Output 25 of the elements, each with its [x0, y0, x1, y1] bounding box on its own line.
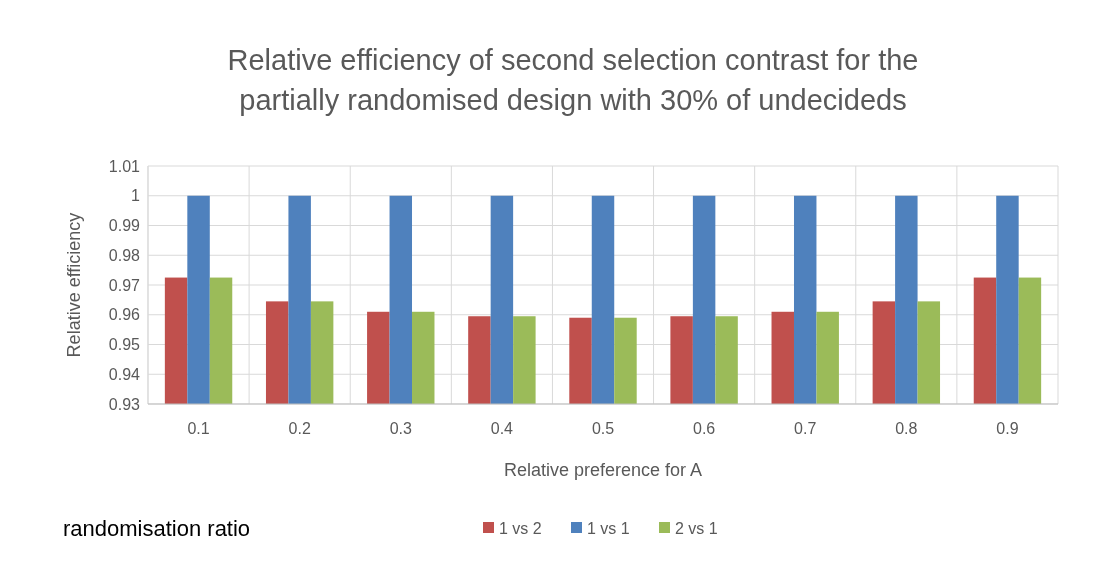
y-tick-label: 0.99	[108, 217, 141, 235]
legend-label: 1 vs 2	[499, 519, 542, 537]
x-tick-label: 0.8	[895, 420, 918, 437]
x-tick-label: 0.9	[996, 420, 1019, 437]
legend-label: 1 vs 1	[587, 519, 630, 537]
y-tick-label: 0.96	[108, 306, 141, 324]
y-tick-label: 0.95	[108, 336, 141, 354]
x-tick-label: 0.4	[490, 420, 514, 437]
x-tick-label: 0.7	[794, 420, 817, 437]
y-tick-label: 0.97	[108, 276, 141, 294]
y-tick-label: 0.94	[108, 365, 141, 383]
legend-title: randomisation ratio	[63, 516, 251, 541]
y-axis-title: Relative efficiency	[64, 212, 84, 358]
x-axis-title: Relative preference for A	[503, 460, 703, 480]
y-tick-label: 1.01	[108, 157, 141, 175]
x-tick-label: 0.2	[288, 420, 311, 437]
y-tick-label: 0.98	[108, 246, 141, 264]
x-tick-label: 0.6	[692, 420, 716, 437]
y-tick-label: 1	[131, 187, 141, 205]
x-tick-label: 0.1	[187, 420, 210, 437]
y-tick-label: 0.93	[108, 395, 141, 413]
x-tick-label: 0.3	[389, 420, 412, 437]
chart-title: Relative efficiency of second selection contrast for the partially randomised design with 30% of undecideds	[227, 44, 919, 116]
legend-label: 2 vs 1	[675, 519, 718, 537]
x-tick-label: 0.5	[591, 420, 615, 437]
